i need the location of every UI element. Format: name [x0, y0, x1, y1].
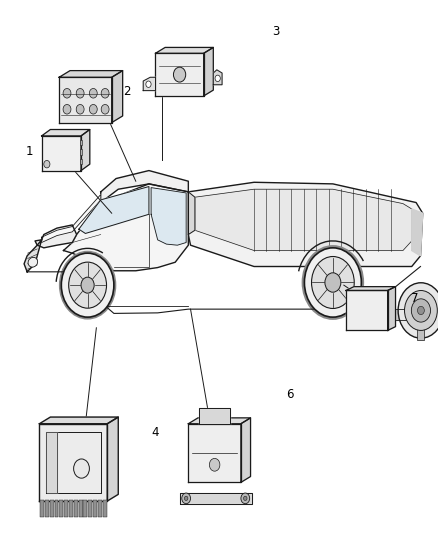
Polygon shape: [188, 424, 241, 482]
Polygon shape: [39, 424, 107, 501]
Circle shape: [241, 493, 250, 504]
Bar: [102, 500, 107, 517]
Polygon shape: [79, 187, 149, 233]
Polygon shape: [213, 70, 222, 85]
Polygon shape: [42, 195, 101, 243]
Polygon shape: [42, 136, 81, 171]
Text: 2: 2: [123, 85, 131, 98]
Polygon shape: [151, 188, 186, 245]
Circle shape: [173, 67, 186, 82]
Text: 3: 3: [272, 26, 279, 38]
Polygon shape: [188, 182, 423, 266]
Bar: [88, 500, 92, 517]
Bar: [45, 500, 49, 517]
Polygon shape: [143, 77, 155, 91]
Circle shape: [101, 88, 109, 98]
Text: 1: 1: [26, 146, 34, 158]
Circle shape: [417, 306, 424, 314]
Polygon shape: [388, 287, 396, 330]
Circle shape: [411, 299, 431, 322]
Polygon shape: [39, 417, 118, 424]
Bar: [80, 159, 82, 164]
Polygon shape: [188, 192, 195, 235]
Circle shape: [304, 248, 361, 317]
Polygon shape: [64, 184, 188, 271]
Polygon shape: [195, 189, 412, 251]
Circle shape: [405, 290, 437, 330]
Text: 4: 4: [152, 426, 159, 439]
Circle shape: [325, 273, 341, 292]
Polygon shape: [346, 287, 396, 290]
Bar: [69, 500, 73, 517]
Circle shape: [74, 459, 89, 478]
Bar: [78, 500, 82, 517]
Bar: [60, 500, 64, 517]
Circle shape: [76, 88, 84, 98]
Bar: [80, 140, 82, 145]
Bar: [98, 500, 102, 517]
Polygon shape: [188, 418, 251, 424]
Polygon shape: [107, 417, 118, 501]
Polygon shape: [204, 47, 213, 96]
Circle shape: [61, 253, 114, 317]
Circle shape: [244, 496, 247, 500]
Polygon shape: [46, 432, 57, 493]
Circle shape: [69, 262, 106, 308]
Circle shape: [81, 277, 94, 293]
Bar: [54, 500, 58, 517]
Polygon shape: [81, 130, 90, 171]
Polygon shape: [42, 130, 90, 136]
Polygon shape: [24, 240, 42, 272]
Circle shape: [184, 496, 188, 500]
Circle shape: [209, 458, 220, 471]
Polygon shape: [101, 171, 188, 203]
Bar: [64, 500, 68, 517]
Circle shape: [44, 160, 50, 168]
Bar: [93, 500, 97, 517]
Polygon shape: [396, 309, 414, 320]
Polygon shape: [112, 71, 123, 123]
Polygon shape: [199, 408, 230, 424]
Polygon shape: [35, 225, 77, 248]
Polygon shape: [59, 77, 112, 123]
Circle shape: [63, 104, 71, 114]
Circle shape: [89, 88, 97, 98]
Polygon shape: [346, 290, 388, 330]
Bar: [80, 149, 82, 155]
Circle shape: [398, 282, 438, 338]
Circle shape: [101, 104, 109, 114]
Circle shape: [215, 75, 220, 82]
Circle shape: [76, 104, 84, 114]
Circle shape: [89, 104, 97, 114]
Polygon shape: [59, 71, 123, 77]
Bar: [83, 500, 88, 517]
Bar: [40, 500, 44, 517]
Text: 7: 7: [411, 292, 419, 305]
Circle shape: [182, 493, 191, 504]
Text: 6: 6: [286, 388, 294, 401]
Polygon shape: [412, 209, 423, 256]
Polygon shape: [241, 418, 251, 482]
Ellipse shape: [28, 257, 38, 267]
Bar: [49, 500, 53, 517]
Polygon shape: [155, 53, 204, 96]
Polygon shape: [180, 493, 252, 504]
Circle shape: [146, 81, 151, 87]
Circle shape: [63, 88, 71, 98]
Bar: [417, 329, 424, 340]
Polygon shape: [155, 47, 213, 53]
Bar: [74, 500, 78, 517]
Circle shape: [311, 256, 354, 309]
